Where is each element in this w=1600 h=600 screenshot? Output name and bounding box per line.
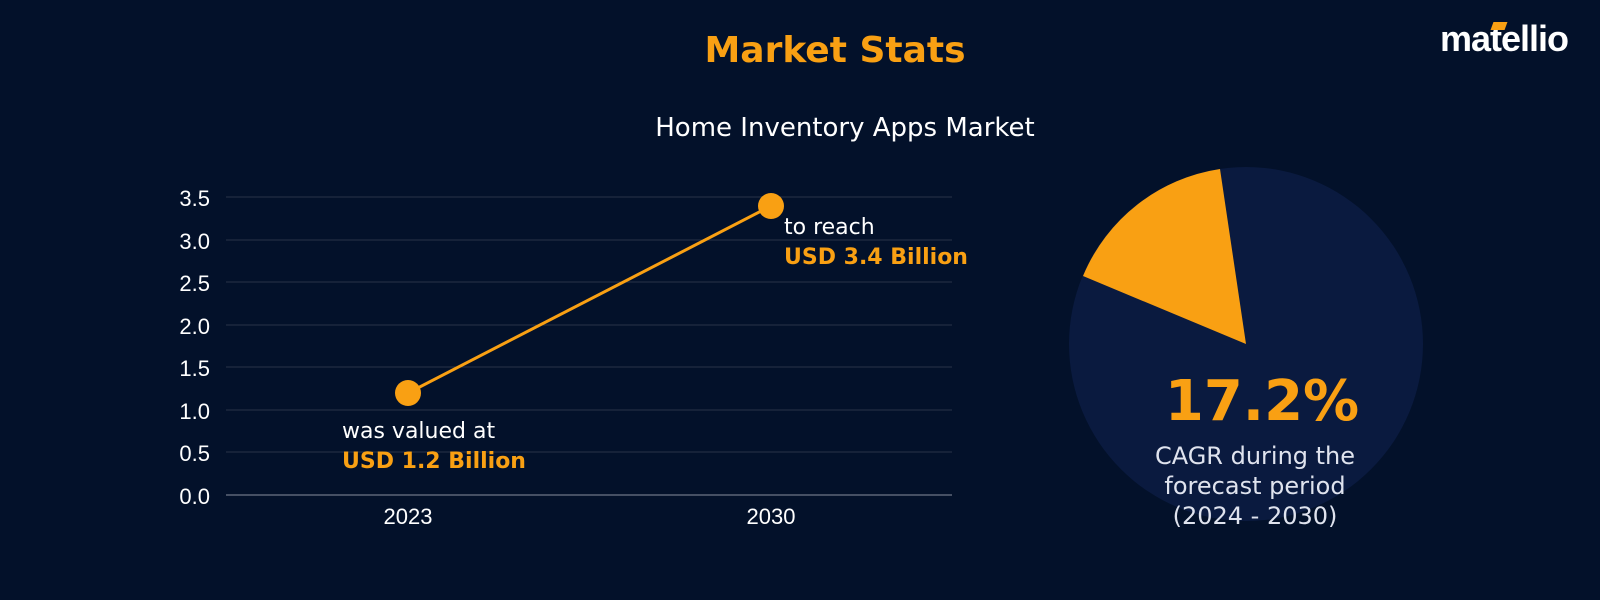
annotation-2030-label: to reach	[784, 215, 875, 240]
y-tick: 1.5	[179, 356, 210, 381]
x-tick: 2023	[384, 504, 433, 529]
cagr-caption-line2: forecast period	[1164, 472, 1345, 500]
brand-logo: matellio	[1440, 18, 1569, 60]
y-tick: 3.0	[179, 229, 210, 254]
x-tick: 2030	[747, 504, 796, 529]
data-point-2023[interactable]	[395, 380, 421, 406]
x-axis-ticks: 2023 2030	[384, 504, 796, 529]
y-tick: 3.5	[179, 186, 210, 211]
cagr-pie	[1069, 167, 1423, 521]
annotation-2023-label: was valued at	[342, 419, 495, 444]
annotation-2030-value: USD 3.4 Billion	[784, 245, 968, 270]
y-tick: 1.0	[179, 399, 210, 424]
y-tick: 2.5	[179, 271, 210, 296]
y-tick: 0.5	[179, 441, 210, 466]
y-axis-ticks: 0.0 0.5 1.0 1.5 2.0 2.5 3.0 3.5	[179, 186, 210, 509]
cagr-value: 17.2%	[1165, 369, 1359, 434]
data-point-2030[interactable]	[758, 193, 784, 219]
series-line	[407, 204, 772, 395]
page-title: Market Stats	[704, 30, 966, 71]
cagr-caption-line1: CAGR during the	[1155, 442, 1355, 470]
y-tick: 2.0	[179, 314, 210, 339]
y-tick: 0.0	[179, 484, 210, 509]
chart-title: Home Inventory Apps Market	[655, 113, 1035, 143]
cagr-caption-line3: (2024 - 2030)	[1173, 502, 1338, 530]
pie-slice-cagr	[1083, 169, 1246, 344]
annotation-2023-value: USD 1.2 Billion	[342, 449, 526, 474]
gridlines	[226, 196, 952, 453]
